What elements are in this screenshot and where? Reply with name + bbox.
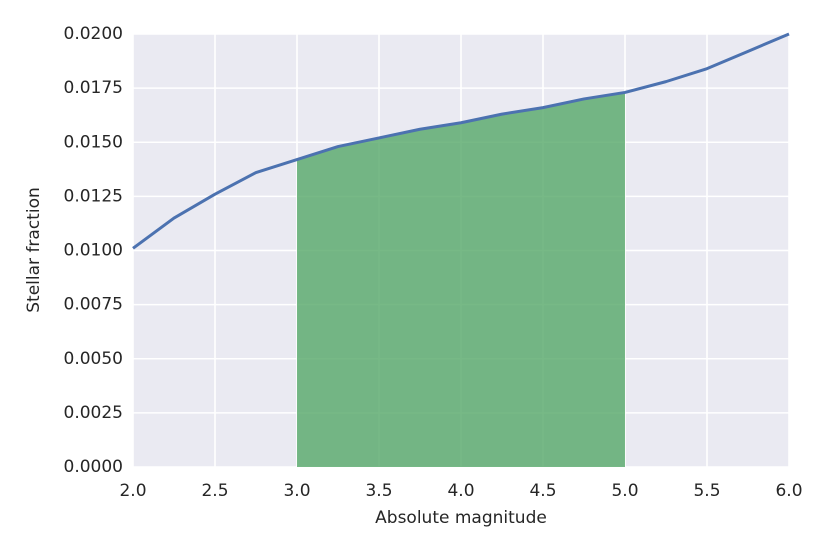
y-tick-label: 0.0100: [64, 241, 123, 261]
x-tick-label: 5.0: [611, 481, 638, 501]
x-tick-label: 3.0: [283, 481, 310, 501]
y-tick-label: 0.0000: [64, 457, 123, 477]
y-tick-label: 0.0200: [64, 24, 123, 44]
x-tick-label: 5.5: [693, 481, 720, 501]
x-tick-label: 4.5: [529, 481, 556, 501]
y-tick-label: 0.0050: [64, 349, 123, 369]
y-tick-label: 0.0075: [64, 295, 123, 315]
x-tick-label: 2.0: [119, 481, 146, 501]
x-tick-label: 3.5: [365, 481, 392, 501]
y-tick-label: 0.0150: [64, 132, 123, 152]
y-tick-label: 0.0175: [64, 78, 123, 98]
x-tick-label: 2.5: [201, 481, 228, 501]
y-tick-label: 0.0125: [64, 186, 123, 206]
x-tick-label: 4.0: [447, 481, 474, 501]
y-axis-label: Stellar fraction: [24, 187, 44, 312]
fill-area: [297, 92, 625, 467]
y-tick-label: 0.0025: [64, 403, 123, 423]
x-tick-label: 6.0: [775, 481, 802, 501]
line: [132, 32, 790, 250]
x-axis-label: Absolute magnitude: [375, 508, 547, 528]
